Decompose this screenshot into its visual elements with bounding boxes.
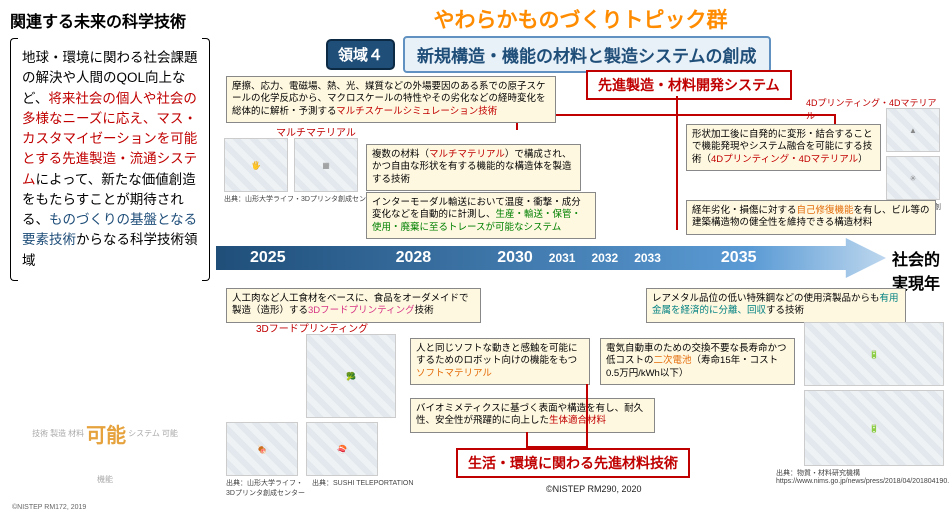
connector: [586, 384, 588, 448]
box-softmaterial: 人と同じソフトな動きと感触を可能にするためのロボット向けの機能をもつソフトマテリ…: [410, 338, 590, 385]
img-4d-a: ▲: [886, 108, 940, 152]
src-food2: 出典：SUSHI TELEPORTATION: [312, 478, 413, 488]
yr-2032: 2032: [591, 251, 618, 265]
axis-label: 社会的実現年: [892, 246, 945, 294]
box-biomim: バイオミメティクスに基づく表面や構造を有し、耐久性、安全性が飛躍的に向上した生体…: [410, 398, 655, 433]
category-top: 先進製造・材料開発システム: [586, 70, 792, 100]
domain-badge: 領域４: [326, 39, 395, 70]
left-credit: ©NISTEP RM172, 2019: [12, 504, 86, 511]
yr-2035: 2035: [721, 249, 757, 267]
yr-2033: 2033: [634, 251, 661, 265]
t: ソフトマテリアル: [416, 368, 492, 379]
box-selfrepair: 経年劣化・損傷に対する自己修復機能を有し、ビル等の建築構造物の健全性を維持できる…: [686, 200, 936, 235]
cap-3dfood: 3Dフードプリンティング: [256, 320, 368, 335]
footer-copyright: ©NISTEP RM290, 2020: [546, 484, 642, 494]
img-4d-b: ✳: [886, 156, 940, 200]
left-panel: 関連する未来の科学技術 地球・環境に関わる社会課題の解決や人間のQOL向上など、…: [10, 8, 210, 281]
src-batt: 出典：物質・材料研究機構 https://www.nims.go.jp/news…: [776, 468, 949, 485]
yr-2028: 2028: [396, 249, 432, 267]
connector: [526, 432, 528, 446]
t: ）: [858, 154, 868, 165]
src-multi: 出典：山形大学ライフ・3Dプリンタ創成センター: [224, 194, 380, 204]
domain-title: 新規構造・機能の材料と製造システムの創成: [403, 36, 771, 73]
t: 自己修復機能: [797, 205, 854, 216]
t: 3Dフードプリンティング: [308, 305, 415, 316]
t: 複数の材料（: [372, 149, 429, 160]
t: する技術: [766, 305, 804, 316]
category-bottom: 生活・環境に関わる先進材料技術: [456, 448, 690, 478]
right-area: やわらかものづくりトピック群 領域４ 新規構造・機能の材料と製造システムの創成 …: [216, 4, 945, 509]
cap-multimaterial: マルチマテリアル: [276, 124, 356, 139]
connector: [676, 96, 678, 114]
img-broccoli: 🥦: [306, 334, 396, 418]
wordcloud: 技術製造材料 可能 システム可能機能: [30, 407, 180, 497]
box-4dprint: 形状加工後に自発的に変形・結合することで機能発現やシステム融合を可能にする技術（…: [686, 124, 881, 171]
t: 経年劣化・損傷に対する: [692, 205, 797, 216]
box-multimaterial: 複数の材料（マルチマテリアル）で構成され、かつ自由な形状を有する機能的な構造体を…: [366, 144, 581, 191]
yr-2030: 2030: [497, 249, 533, 267]
connector: [676, 114, 678, 230]
img-hand: 🖐: [224, 138, 288, 192]
timeline-arrow: 2025 2028 2030 2031 2032 2033 2035: [216, 238, 886, 278]
t: 技術: [415, 305, 434, 316]
domain-row: 領域４ 新規構造・機能の材料と製造システムの創成: [326, 36, 945, 73]
t: 人と同じソフトな動きと感触を可能にするためのロボット向けの機能をもつ: [416, 343, 578, 366]
t: 二次電池: [654, 355, 692, 366]
t: レアメタル品位の低い特殊鋼などの使用済製品からも: [652, 293, 880, 304]
wordcloud-main: 可能: [86, 419, 126, 448]
t: マルチマテリアル: [429, 149, 505, 160]
t: マルチスケールシミュレーション技術: [336, 106, 497, 117]
img-battery-b: 🔋: [804, 390, 944, 466]
left-description: 地球・環境に関わる社会課題の解決や人間のQOL向上など、将来社会の個人や社会の多…: [10, 38, 210, 281]
topic-title: やわらかものづくりトピック群: [216, 4, 945, 34]
left-title: 関連する未来の科学技術: [10, 8, 210, 32]
box-3dfood: 人工肉など人工食材をベースに、食品をオーダメイドで製造（造形）する3Dフードプリ…: [226, 288, 481, 323]
t: 生体適合材料: [549, 415, 606, 426]
box-battery: 電気自動車のための交換不要な長寿命かつ低コストの二次電池（寿命15年・コスト0.…: [600, 338, 795, 385]
yr-2025: 2025: [250, 249, 286, 267]
t: 4Dプリンティング・4Dマテリアル: [711, 154, 858, 165]
img-meat: 🍖: [226, 422, 298, 476]
img-mesh: ▦: [294, 138, 358, 192]
box-raremetal: レアメタル品位の低い特殊鋼などの使用済製品からも有用金属を経済的に分離、回収する…: [646, 288, 906, 323]
yr-2031: 2031: [549, 251, 576, 265]
t: バイオミメティクスに基づく表面や構造を有し、耐久性、安全性が飛躍的に向上した: [416, 403, 643, 426]
src-food1: 出典：山形大学ライフ・3Dプリンタ創成センター: [226, 478, 306, 498]
img-battery-a: 🔋: [804, 322, 944, 386]
box-multiscale: 摩擦、応力、電磁場、熱、光、媒質などの外場要因のある系での原子スケールの化学反応…: [226, 76, 556, 123]
img-sushi: 🍣: [306, 422, 378, 476]
box-intermodal: インターモーダル輸送において温度・衝撃・成分変化などを自動的に計測し、生産・輸送…: [366, 192, 596, 239]
